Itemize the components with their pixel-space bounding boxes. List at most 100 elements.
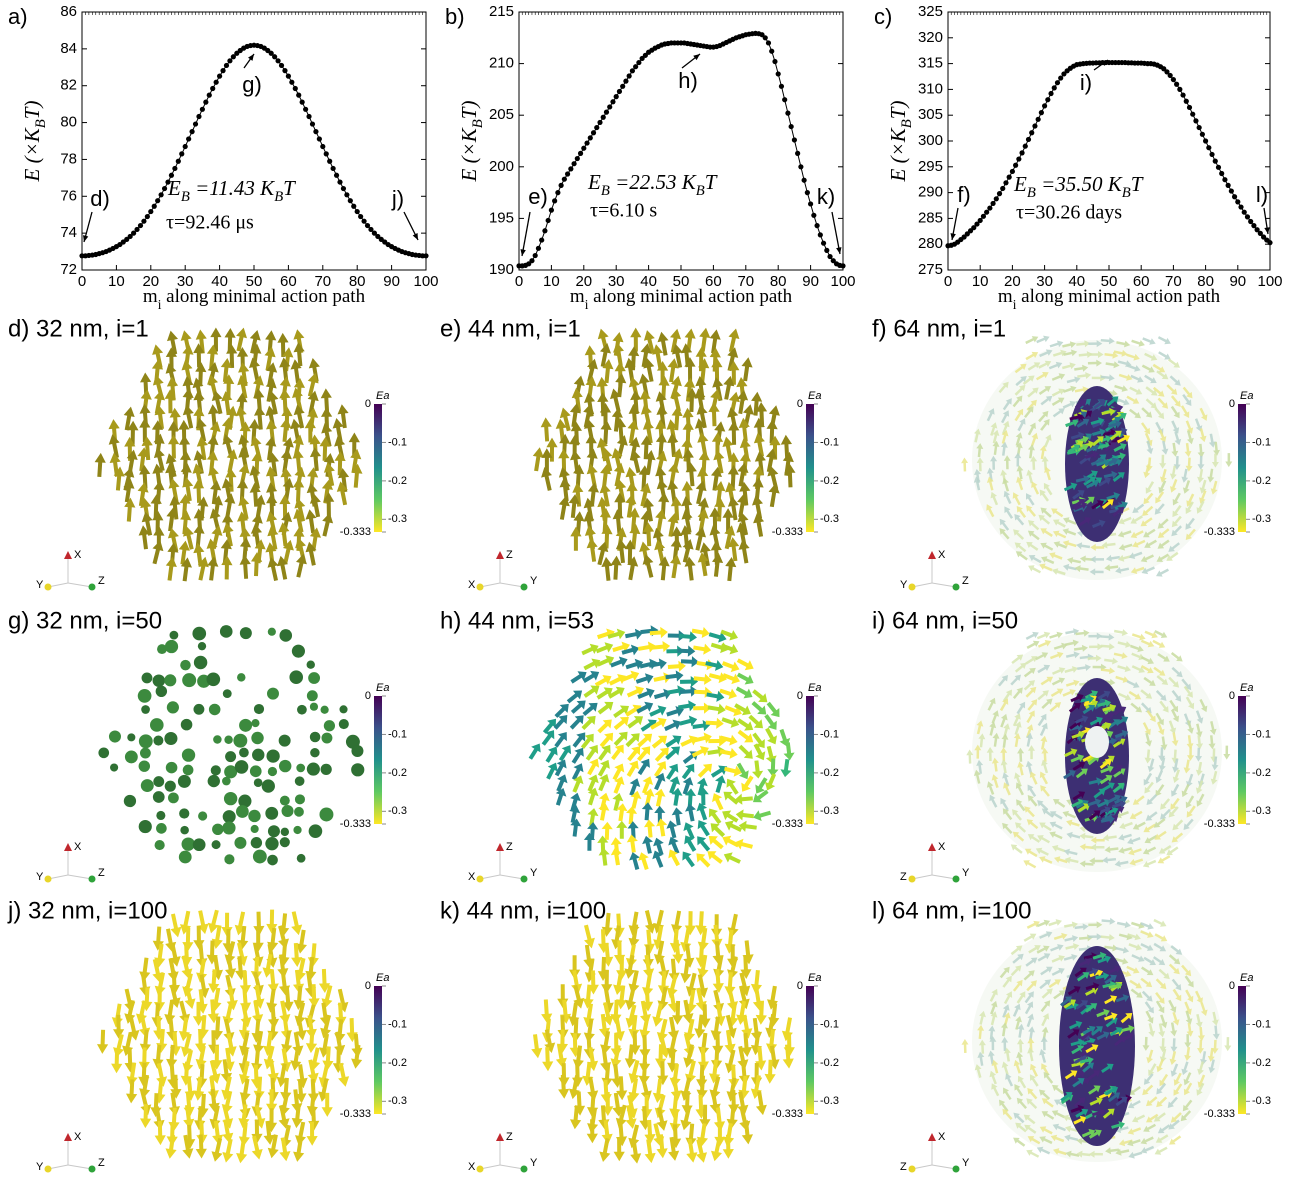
data-point — [827, 254, 832, 259]
sphere-glyph — [98, 747, 109, 758]
arrow-glyph — [666, 820, 677, 838]
sphere-glyph — [124, 795, 136, 807]
arrow-glyph — [572, 748, 584, 764]
arrow-glyph — [194, 524, 205, 548]
arrow-glyph — [322, 513, 333, 537]
data-point — [617, 89, 622, 94]
triad-cone — [89, 584, 96, 591]
x-axis-label: mi along minimal action path — [570, 286, 793, 311]
y-tick-label: 310 — [918, 80, 943, 97]
sphere-glyph — [293, 826, 301, 834]
sphere-glyph — [265, 807, 278, 820]
barrier-annotation: EB =35.50 KBT — [1013, 172, 1144, 202]
sphere-glyph — [292, 645, 305, 658]
sphere-glyph — [351, 763, 364, 776]
colorbar-tick-label: -0.1 — [388, 1018, 407, 1030]
arrow-glyph — [533, 447, 544, 471]
data-point — [840, 263, 845, 268]
colorbar-tick-label: -0.2 — [1252, 475, 1271, 487]
data-point — [766, 40, 771, 45]
y-tick-label: 320 — [918, 29, 943, 46]
data-point — [779, 84, 784, 89]
sphere-glyph — [282, 805, 294, 817]
arrow-glyph — [1028, 565, 1041, 573]
colorbar — [806, 696, 814, 824]
text-part: B — [696, 183, 705, 199]
colorbar-tick-label: -0.1 — [1252, 436, 1271, 448]
triad-label: X — [468, 579, 476, 591]
arrow-glyph — [708, 704, 726, 715]
sphere-glyph — [153, 674, 165, 686]
colorbar-label: Ea — [376, 972, 389, 984]
colorbar-tick-label: -0.3 — [1252, 805, 1271, 817]
data-point — [578, 151, 583, 156]
point-label: f) — [957, 182, 970, 207]
data-point — [1007, 175, 1012, 180]
colorbar-label: Ea — [808, 390, 821, 402]
sphere-glyph — [254, 704, 264, 714]
sphere-glyph — [212, 840, 221, 849]
arrow-glyph — [279, 389, 290, 413]
arrow-glyph — [656, 818, 667, 836]
sphere-glyph — [155, 840, 165, 850]
arrow-glyph — [738, 730, 754, 743]
rendering — [95, 328, 363, 582]
rendering — [529, 625, 795, 870]
sphere-glyph — [166, 762, 178, 774]
arrow-glyph — [708, 402, 719, 426]
arrow-glyph — [655, 789, 666, 807]
rendering — [97, 910, 363, 1164]
arrow-glyph — [546, 763, 558, 780]
colorbar-tick-label: 0 — [797, 980, 803, 992]
data-point — [207, 93, 212, 98]
data-point — [1019, 150, 1024, 155]
sphere-glyph — [222, 777, 231, 786]
triad-cone — [928, 1133, 936, 1141]
y-tick-label: 215 — [489, 3, 514, 20]
data-point — [795, 151, 800, 156]
arrow-glyph — [665, 735, 681, 747]
arrow-glyph — [698, 764, 712, 778]
x-axis-label: mi along minimal action path — [143, 286, 366, 311]
data-point — [145, 214, 150, 219]
arrow-head — [248, 54, 254, 61]
arrow-glyph — [529, 744, 541, 760]
sphere-glyph — [183, 765, 194, 776]
triad-label: X — [938, 1131, 946, 1143]
sphere-glyph — [156, 823, 167, 834]
sphere-glyph — [339, 719, 349, 729]
data-point — [539, 237, 544, 242]
colorbar-tick-label: -0.3 — [820, 805, 839, 817]
x-axis-label: mi along minimal action path — [998, 286, 1221, 311]
triad-axis — [68, 1165, 92, 1169]
arrow-glyph — [693, 644, 711, 655]
arrow-glyph — [1155, 1147, 1168, 1155]
text-part: B — [33, 119, 49, 128]
colorbar-tick-label: -0.2 — [388, 767, 407, 779]
data-point — [1251, 223, 1256, 228]
sphere-glyph — [192, 627, 206, 641]
arrow-glyph — [767, 702, 780, 717]
y-tick-label: 290 — [918, 184, 943, 201]
colorbar-tick-label: 0 — [365, 398, 371, 410]
arrow-glyph — [739, 540, 750, 564]
x-tick-label: 10 — [543, 273, 560, 290]
arrow-glyph — [582, 716, 596, 730]
sphere-glyph — [310, 748, 319, 757]
data-point — [769, 49, 774, 54]
colorbar-label: Ea — [1240, 682, 1253, 694]
data-point — [300, 100, 305, 105]
arrow-glyph — [224, 493, 235, 517]
point-label: h) — [678, 68, 698, 93]
x-tick-label: 100 — [413, 273, 438, 290]
sphere-glyph — [297, 705, 307, 715]
data-point — [792, 137, 797, 142]
triad-cone — [64, 1133, 72, 1141]
data-point — [296, 93, 301, 98]
core-hole — [1085, 726, 1109, 758]
arrow-glyph — [601, 557, 612, 581]
arrow-glyph — [739, 821, 757, 832]
rendering — [531, 910, 795, 1164]
sphere-glyph — [225, 751, 236, 762]
colorbar-tick-label: -0.333 — [772, 1108, 803, 1120]
